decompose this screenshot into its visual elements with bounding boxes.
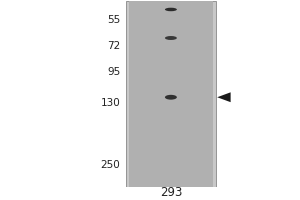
Bar [126,1,216,187]
Ellipse shape [165,95,177,100]
Ellipse shape [165,8,177,11]
Bar [129,1,213,187]
Text: 293: 293 [160,186,182,199]
Text: 55: 55 [107,15,120,25]
Text: 130: 130 [100,98,120,108]
Text: 250: 250 [100,160,120,170]
Polygon shape [217,92,231,102]
Text: 95: 95 [107,67,120,77]
Text: 72: 72 [107,41,120,51]
Ellipse shape [165,36,177,40]
